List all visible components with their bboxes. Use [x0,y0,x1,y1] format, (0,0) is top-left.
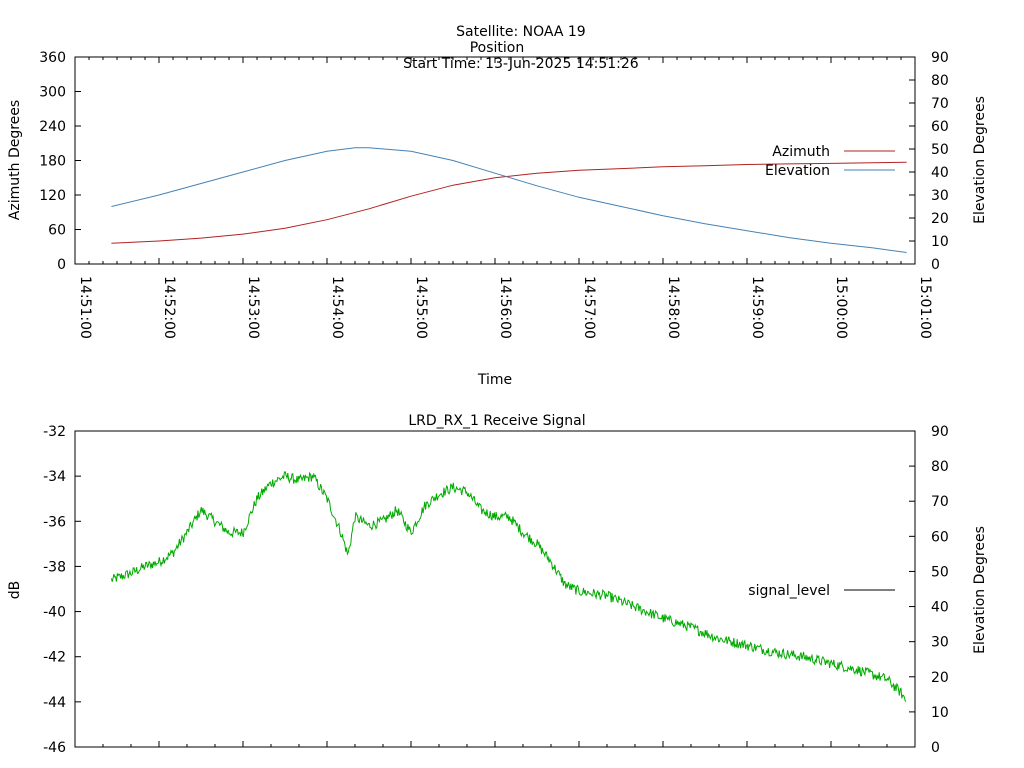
elevation-axis-label-top: Elevation Degrees [972,96,988,224]
elevation-tick-label: 90 [931,50,949,66]
time-tick-label: 14:59:00 [749,276,765,339]
azimuth-tick-label: 120 [39,188,66,204]
signal-elevation-tick-label: 50 [931,564,949,580]
time-tick-label: 14:54:00 [329,276,345,339]
position-series [111,147,907,253]
elevation-tick-label: 80 [931,73,949,89]
azimuth-axis-ticks: 0 60 120 180 240 300 360 [39,50,81,273]
azimuth-tick-label: 60 [48,223,66,239]
position-legend: Azimuth Elevation [765,144,895,179]
elevation-axis-ticks: 0 10 20 30 40 50 60 70 80 90 [909,50,949,273]
time-tick-label: 15:01:00 [917,276,933,339]
time-tick-label: 14:58:00 [665,276,681,339]
db-tick-label: -34 [43,469,66,485]
db-tick-label: -46 [43,740,66,756]
db-tick-label: -36 [43,514,66,530]
signal-level-line [110,471,907,702]
signal-elevation-tick-label: 60 [931,529,949,545]
start-time-label: Start Time: 13-Jun-2025 14:51:26 [403,56,639,72]
azimuth-axis-label: Azimuth Degrees [7,100,23,220]
db-tick-label: -44 [43,695,66,711]
signal-legend: signal_level [748,583,895,599]
elevation-tick-label: 50 [931,142,949,158]
elevation-axis-label-bottom: Elevation Degrees [972,526,988,654]
db-tick-label: -38 [43,559,66,575]
db-tick-label: -42 [43,650,66,666]
signal-elevation-tick-label: 90 [931,424,949,440]
time-tick-label: 14:53:00 [245,276,261,339]
elevation-tick-label: 10 [931,234,949,250]
legend-azimuth-label: Azimuth [772,144,830,160]
legend-elevation-label: Elevation [765,163,830,179]
elevation-tick-label: 70 [931,96,949,112]
azimuth-tick-label: 0 [57,257,66,273]
position-chart-title: Position [470,40,525,56]
signal-elevation-tick-label: 30 [931,635,949,651]
azimuth-tick-label: 180 [39,154,66,170]
signal-chart-title: LRD_RX_1 Receive Signal [408,413,585,429]
time-tick-label: 14:56:00 [497,276,513,339]
elevation-tick-label: 0 [931,257,940,273]
db-axis-ticks: -46 -44 -42 -40 -38 -36 -34 -32 [43,424,81,756]
azimuth-tick-label: 240 [39,119,66,135]
db-tick-label: -32 [43,424,66,440]
signal-elevation-tick-label: 10 [931,705,949,721]
signal-time-ticks [74,741,916,747]
azimuth-tick-label: 360 [39,50,66,66]
time-tick-label: 14:51:00 [77,276,93,339]
signal-series [110,471,907,702]
signal-elevation-tick-label: 0 [931,740,940,756]
elevation-tick-label: 20 [931,211,949,227]
signal-elevation-axis-ticks: 0 10 20 30 40 50 60 70 80 90 [909,424,949,756]
time-axis-label: Time [477,372,512,388]
time-axis-ticks: 14:51:00 14:52:00 14:53:00 14:54:00 14:55:00… [74,57,933,339]
time-tick-label: 14:52:00 [161,276,177,339]
time-tick-label: 15:00:00 [833,276,849,339]
signal-elevation-tick-label: 40 [931,600,949,616]
elevation-tick-label: 60 [931,119,949,135]
signal-elevation-tick-label: 80 [931,459,949,475]
time-tick-label: 14:55:00 [413,276,429,339]
legend-signal-label: signal_level [748,583,830,599]
position-plot-frame [74,56,916,265]
signal-elevation-tick-label: 20 [931,670,949,686]
db-axis-label: dB [7,581,23,600]
elevation-line [111,147,907,253]
azimuth-line [111,161,907,244]
azimuth-tick-label: 300 [39,85,66,101]
page-header: Satellite: NOAA 19 Start Time: 13-Jun-20… [0,8,1024,88]
elevation-tick-label: 30 [931,188,949,204]
elevation-tick-label: 40 [931,165,949,181]
signal-elevation-tick-label: 70 [931,494,949,510]
db-tick-label: -40 [43,605,66,621]
time-tick-label: 14:57:00 [581,276,597,339]
satellite-label: Satellite: NOAA 19 [456,24,586,40]
